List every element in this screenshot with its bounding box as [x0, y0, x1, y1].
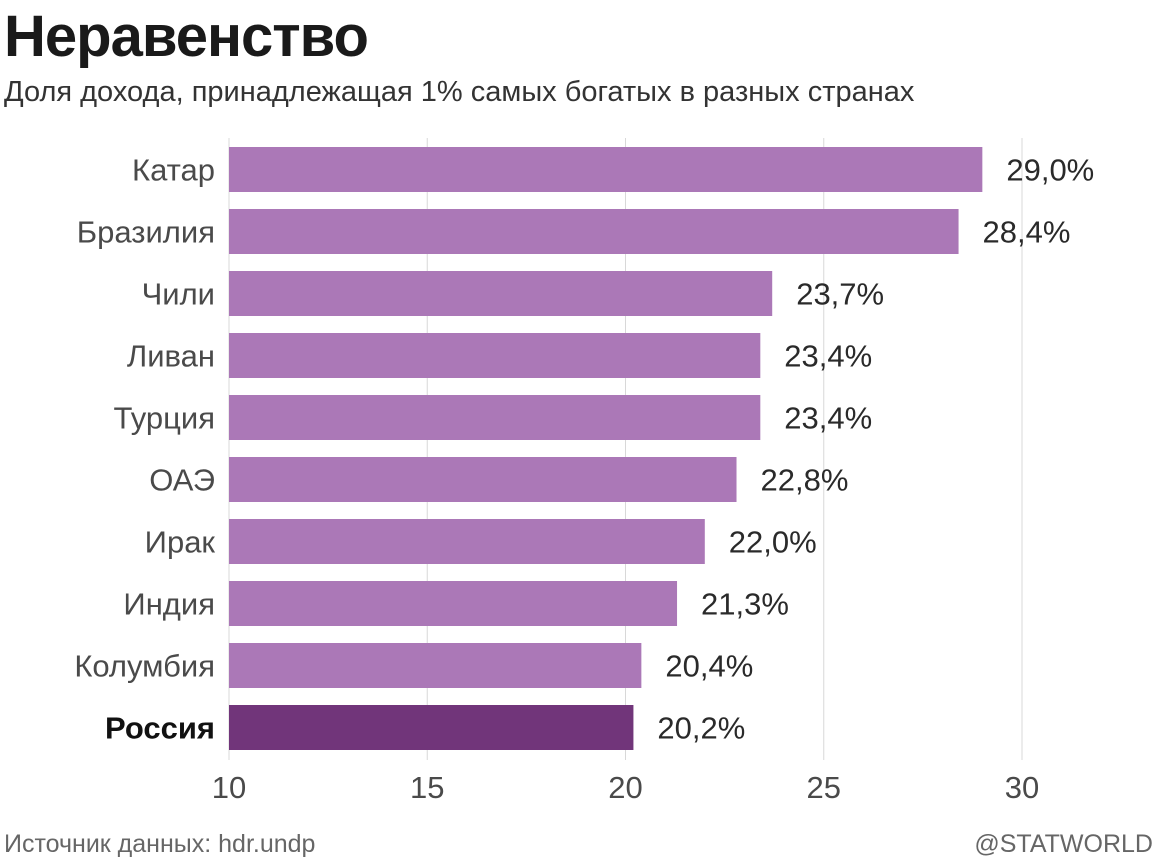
- x-tick-label: 25: [807, 770, 841, 805]
- value-label: 22,0%: [729, 525, 817, 560]
- value-label: 21,3%: [701, 587, 789, 622]
- x-tick-label: 10: [212, 770, 246, 805]
- source-note: Источник данных: hdr.undp: [4, 830, 316, 858]
- bar-10: [229, 705, 634, 750]
- bars: [229, 147, 983, 750]
- value-label: 23,4%: [784, 339, 872, 374]
- bar-7: [229, 519, 705, 564]
- x-tick-label: 20: [608, 770, 642, 805]
- bar-3: [229, 271, 773, 316]
- category-label: Индия: [123, 587, 215, 622]
- bar-8: [229, 581, 678, 626]
- x-tick-label: 15: [410, 770, 444, 805]
- value-label: 28,4%: [983, 215, 1071, 250]
- x-tick-label: 30: [1005, 770, 1039, 805]
- value-label: 23,4%: [784, 401, 872, 436]
- bar-6: [229, 457, 737, 502]
- bar-4: [229, 333, 761, 378]
- chart-title: Неравенство: [4, 4, 369, 69]
- category-label: Ирак: [145, 525, 216, 560]
- category-label: Катар: [132, 153, 215, 188]
- category-label: Чили: [142, 277, 215, 312]
- labels: 10 15 20 25 30 Катар 29,0% Бразилия 28,4% Чили 23,…: [74, 153, 1094, 806]
- category-label: Бразилия: [77, 215, 215, 250]
- value-label: 20,2%: [657, 711, 745, 746]
- category-label: ОАЭ: [149, 463, 215, 498]
- category-label: Колумбия: [74, 649, 215, 684]
- value-label: 29,0%: [1006, 153, 1094, 188]
- bar-2: [229, 209, 959, 254]
- category-label: Россия: [105, 711, 215, 746]
- bar-1: [229, 147, 983, 192]
- category-label: Ливан: [127, 339, 215, 374]
- brand-handle: @STATWORLD: [974, 830, 1153, 858]
- value-label: 20,4%: [665, 649, 753, 684]
- category-label: Турция: [114, 401, 215, 436]
- value-label: 22,8%: [761, 463, 849, 498]
- chart-subtitle: Доля дохода, принадлежащая 1% самых бога…: [4, 76, 915, 108]
- bar-9: [229, 643, 642, 688]
- bar-5: [229, 395, 761, 440]
- value-label: 23,7%: [796, 277, 884, 312]
